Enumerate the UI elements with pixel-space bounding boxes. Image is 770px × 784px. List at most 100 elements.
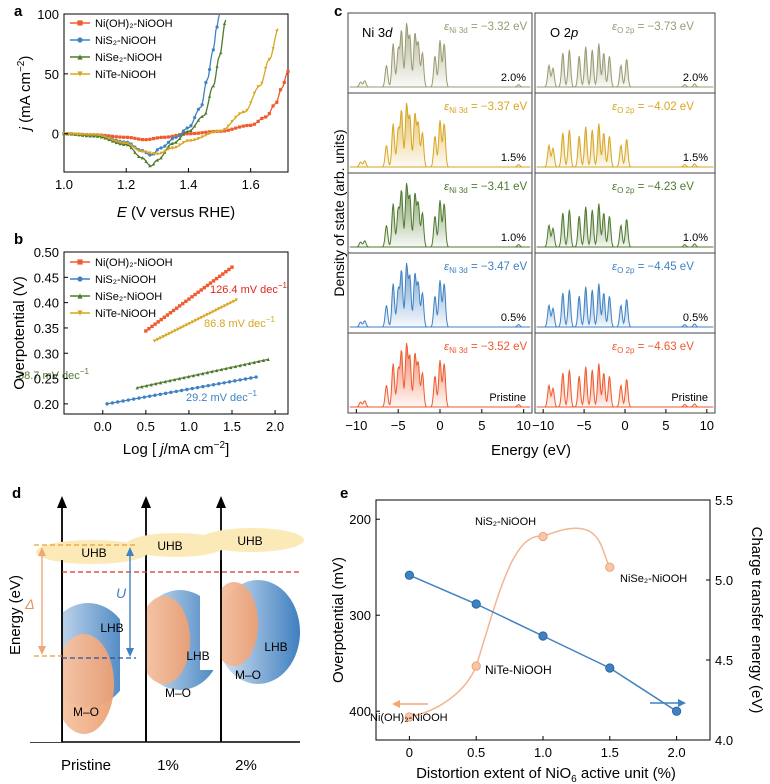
data-point xyxy=(185,129,189,134)
data-point xyxy=(129,136,133,140)
data-point xyxy=(233,364,238,369)
data-point xyxy=(252,122,256,126)
panel-e-xlabel: Distortion extent of NiO6 active unit (%… xyxy=(416,765,676,784)
legend-label: NiSe₂-NiOOH xyxy=(95,291,162,303)
data-point xyxy=(140,150,144,154)
x-tick-label: 1.5 xyxy=(223,419,241,434)
data-point xyxy=(190,386,194,391)
data-point xyxy=(170,141,174,145)
y-tick-label: 0.50 xyxy=(34,245,59,260)
legend-marker xyxy=(77,259,83,265)
data-point xyxy=(228,301,233,305)
panel-label-c: c xyxy=(334,3,342,20)
legend-label: NiS₂-NiOOH xyxy=(95,274,156,286)
strain-label-o: 1.0% xyxy=(683,232,708,244)
data-point xyxy=(217,307,221,311)
strain-label-ni: 0.5% xyxy=(501,312,526,324)
data-point xyxy=(122,135,126,139)
data-point xyxy=(164,333,168,337)
charge-transfer-point xyxy=(538,631,548,641)
data-point xyxy=(158,392,163,396)
data-point xyxy=(193,124,197,128)
right-axis-arrow-head xyxy=(678,699,686,707)
data-point xyxy=(125,135,130,139)
strain-label-ni: Pristine xyxy=(489,392,526,404)
data-point xyxy=(155,148,159,152)
x-tick-label: 2.0 xyxy=(266,419,284,434)
data-point xyxy=(179,388,184,393)
data-point xyxy=(193,318,198,323)
data-point xyxy=(163,379,167,384)
mo-band-2pct xyxy=(210,582,258,666)
legend-marker xyxy=(77,20,83,26)
data-point xyxy=(171,308,176,313)
data-point xyxy=(131,397,136,401)
data-point xyxy=(152,162,156,166)
data-point xyxy=(174,145,178,149)
data-point xyxy=(230,120,234,124)
charge-transfer-line xyxy=(409,574,678,712)
overpotential-point xyxy=(404,712,414,722)
delta-arrow-bottom xyxy=(38,646,46,655)
data-point xyxy=(208,94,212,98)
ni-dos-curve xyxy=(349,343,531,408)
data-point xyxy=(81,132,85,137)
mo-band-1pct xyxy=(138,596,190,684)
data-point xyxy=(215,368,219,373)
data-point xyxy=(193,138,197,142)
data-point xyxy=(211,310,215,314)
data-point xyxy=(193,292,197,297)
data-point xyxy=(210,369,214,374)
data-point xyxy=(178,143,182,147)
data-point xyxy=(243,362,247,367)
ni-dos-curve xyxy=(349,183,531,248)
data-point xyxy=(189,139,193,143)
data-point xyxy=(200,135,204,139)
data-point xyxy=(215,64,219,68)
y-tick-label-left: 300 xyxy=(349,608,371,623)
column-label-1pct: 1% xyxy=(157,757,179,774)
x-tick-label: 1.0 xyxy=(180,419,198,434)
overpotential-curve xyxy=(409,527,611,718)
x-tick-label: 0.0 xyxy=(94,419,112,434)
column-label-pristine: Pristine xyxy=(61,757,111,774)
data-point xyxy=(181,140,186,145)
mo-clip-cover-1pct xyxy=(120,580,145,690)
data-point xyxy=(149,382,153,387)
series-line-0 xyxy=(64,71,289,141)
o-dos-curve xyxy=(536,203,714,248)
data-point xyxy=(196,137,200,141)
data-point xyxy=(190,295,194,299)
panel-c-xlabel: Energy (eV) xyxy=(491,442,571,459)
data-point xyxy=(222,127,227,132)
data-point xyxy=(73,132,77,136)
data-point xyxy=(214,308,218,313)
data-point xyxy=(219,50,223,55)
panel-a-ylabel: j (mA cm−2) xyxy=(16,56,34,133)
data-point xyxy=(148,151,152,155)
panel-b-ylabel: Overpotential (V) xyxy=(11,276,28,389)
panel-e-ylabel-right: Charge transfer energy (eV) xyxy=(748,527,765,714)
data-point xyxy=(249,123,253,127)
data-point xyxy=(155,152,159,156)
legend-marker xyxy=(77,54,83,60)
overpotential-point xyxy=(538,531,548,542)
data-point xyxy=(144,329,148,333)
data-point xyxy=(137,396,141,400)
ni-band-center: εNi 3d = −3.32 eV xyxy=(444,21,528,35)
data-point xyxy=(177,304,182,308)
data-point xyxy=(219,129,223,133)
data-point xyxy=(163,144,167,148)
data-point xyxy=(137,149,141,153)
lhb-label-2pct: LHB xyxy=(264,640,287,654)
legend-marker xyxy=(77,276,83,282)
u-arrow-top xyxy=(126,547,134,556)
panel-d-ylabel: Energy (eV) xyxy=(7,575,24,655)
data-point xyxy=(234,115,238,119)
data-point xyxy=(159,151,163,155)
panel-b-chart: 126.4 mV dec−129.2 mV dec−138.7 mV dec−1… xyxy=(11,245,289,458)
legend-label: NiS₂-NiOOH xyxy=(95,35,156,47)
data-point xyxy=(211,279,216,283)
data-point xyxy=(264,66,268,71)
data-point xyxy=(249,101,253,105)
